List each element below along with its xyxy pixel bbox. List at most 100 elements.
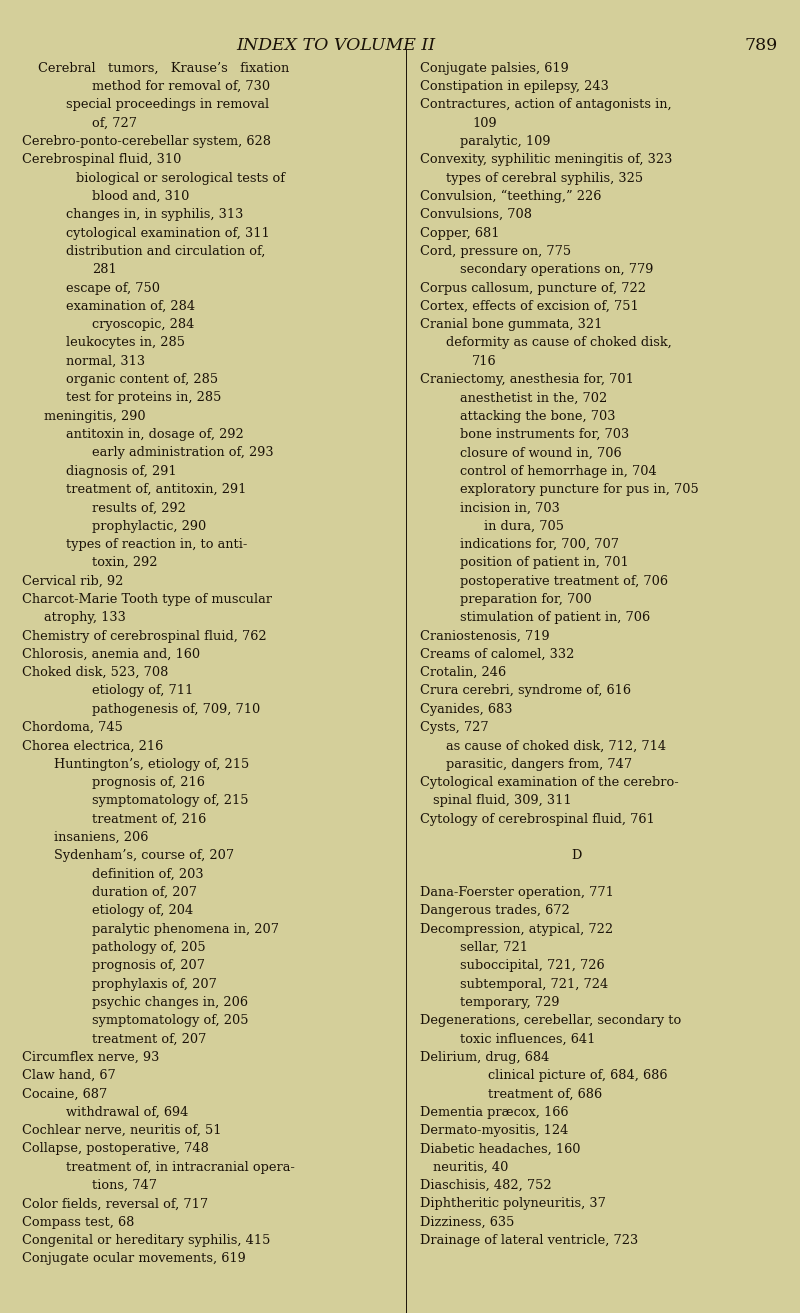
Text: treatment of, antitoxin, 291: treatment of, antitoxin, 291 (66, 483, 246, 496)
Text: cryoscopic, 284: cryoscopic, 284 (92, 318, 194, 331)
Text: Cytological examination of the cerebro-: Cytological examination of the cerebro- (420, 776, 678, 789)
Text: prophylactic, 290: prophylactic, 290 (92, 520, 206, 533)
Text: prognosis of, 207: prognosis of, 207 (92, 960, 205, 972)
Text: prophylaxis of, 207: prophylaxis of, 207 (92, 978, 217, 990)
Text: Chemistry of cerebrospinal fluid, 762: Chemistry of cerebrospinal fluid, 762 (22, 629, 267, 642)
Text: closure of wound in, 706: closure of wound in, 706 (460, 446, 622, 460)
Text: Degenerations, cerebellar, secondary to: Degenerations, cerebellar, secondary to (420, 1014, 682, 1027)
Text: symptomatology of, 205: symptomatology of, 205 (92, 1014, 249, 1027)
Text: method for removal of, 730: method for removal of, 730 (92, 80, 270, 93)
Text: bone instruments for, 703: bone instruments for, 703 (460, 428, 630, 441)
Text: symptomatology of, 215: symptomatology of, 215 (92, 794, 249, 807)
Text: psychic changes in, 206: psychic changes in, 206 (92, 995, 248, 1008)
Text: Craniostenosis, 719: Craniostenosis, 719 (420, 629, 550, 642)
Text: Congenital or hereditary syphilis, 415: Congenital or hereditary syphilis, 415 (22, 1234, 270, 1247)
Text: normal, 313: normal, 313 (66, 355, 145, 368)
Text: Convulsion, “teething,” 226: Convulsion, “teething,” 226 (420, 190, 602, 204)
Text: Cochlear nerve, neuritis of, 51: Cochlear nerve, neuritis of, 51 (22, 1124, 222, 1137)
Text: Cocaine, 687: Cocaine, 687 (22, 1087, 108, 1100)
Text: Color fields, reversal of, 717: Color fields, reversal of, 717 (22, 1197, 209, 1211)
Text: Choked disk, 523, 708: Choked disk, 523, 708 (22, 666, 169, 679)
Text: preparation for, 700: preparation for, 700 (460, 593, 592, 605)
Text: pathology of, 205: pathology of, 205 (92, 941, 206, 955)
Text: clinical picture of, 684, 686: clinical picture of, 684, 686 (488, 1069, 667, 1082)
Text: atrophy, 133: atrophy, 133 (44, 612, 126, 624)
Text: neuritis, 40: neuritis, 40 (433, 1161, 508, 1174)
Text: changes in, in syphilis, 313: changes in, in syphilis, 313 (66, 209, 243, 222)
Text: Diphtheritic polyneuritis, 37: Diphtheritic polyneuritis, 37 (420, 1197, 606, 1211)
Text: subtemporal, 721, 724: subtemporal, 721, 724 (460, 978, 608, 990)
Text: 281: 281 (92, 263, 117, 276)
Text: Dermato-myositis, 124: Dermato-myositis, 124 (420, 1124, 568, 1137)
Text: Cyanides, 683: Cyanides, 683 (420, 702, 513, 716)
Text: cytological examination of, 311: cytological examination of, 311 (66, 227, 270, 239)
Text: etiology of, 204: etiology of, 204 (92, 905, 194, 918)
Text: insaniens, 206: insaniens, 206 (54, 831, 149, 844)
Text: Collapse, postoperative, 748: Collapse, postoperative, 748 (22, 1142, 210, 1155)
Text: distribution and circulation of,: distribution and circulation of, (66, 246, 265, 257)
Text: Cerebrospinal fluid, 310: Cerebrospinal fluid, 310 (22, 154, 182, 167)
Text: Dana-Foerster operation, 771: Dana-Foerster operation, 771 (420, 886, 614, 899)
Text: Claw hand, 67: Claw hand, 67 (22, 1069, 116, 1082)
Text: Cord, pressure on, 775: Cord, pressure on, 775 (420, 246, 571, 257)
Text: results of, 292: results of, 292 (92, 502, 186, 515)
Text: Diabetic headaches, 160: Diabetic headaches, 160 (420, 1142, 581, 1155)
Text: stimulation of patient in, 706: stimulation of patient in, 706 (460, 612, 650, 624)
Text: Charcot-Marie Tooth type of muscular: Charcot-Marie Tooth type of muscular (22, 593, 272, 605)
Text: secondary operations on, 779: secondary operations on, 779 (460, 263, 654, 276)
Text: Delirium, drug, 684: Delirium, drug, 684 (420, 1050, 550, 1064)
Text: meningitis, 290: meningitis, 290 (44, 410, 146, 423)
Text: Cysts, 727: Cysts, 727 (420, 721, 489, 734)
Text: treatment of, 686: treatment of, 686 (488, 1087, 602, 1100)
Text: organic content of, 285: organic content of, 285 (66, 373, 218, 386)
Text: Conjugate palsies, 619: Conjugate palsies, 619 (420, 62, 569, 75)
Text: definition of, 203: definition of, 203 (92, 868, 204, 881)
Text: etiology of, 711: etiology of, 711 (92, 684, 194, 697)
Text: examination of, 284: examination of, 284 (66, 299, 194, 312)
Text: types of cerebral syphilis, 325: types of cerebral syphilis, 325 (446, 172, 643, 185)
Text: indications for, 700, 707: indications for, 700, 707 (460, 538, 619, 551)
Text: Compass test, 68: Compass test, 68 (22, 1216, 134, 1229)
Text: biological or serological tests of: biological or serological tests of (76, 172, 285, 185)
Text: Cortex, effects of excision of, 751: Cortex, effects of excision of, 751 (420, 299, 638, 312)
Text: Huntington’s, etiology of, 215: Huntington’s, etiology of, 215 (54, 758, 250, 771)
Text: 789: 789 (744, 37, 778, 54)
Text: Cerebral   tumors,   Krause’s   fixation: Cerebral tumors, Krause’s fixation (38, 62, 290, 75)
Text: paralytic phenomena in, 207: paralytic phenomena in, 207 (92, 923, 279, 936)
Text: toxin, 292: toxin, 292 (92, 557, 158, 570)
Text: 716: 716 (472, 355, 497, 368)
Text: antitoxin in, dosage of, 292: antitoxin in, dosage of, 292 (66, 428, 243, 441)
Text: D: D (571, 850, 581, 863)
Text: sellar, 721: sellar, 721 (460, 941, 528, 955)
Text: Cranial bone gummata, 321: Cranial bone gummata, 321 (420, 318, 602, 331)
Text: Diaschisis, 482, 752: Diaschisis, 482, 752 (420, 1179, 552, 1192)
Text: Dangerous trades, 672: Dangerous trades, 672 (420, 905, 570, 918)
Text: types of reaction in, to anti-: types of reaction in, to anti- (66, 538, 247, 551)
Text: postoperative treatment of, 706: postoperative treatment of, 706 (460, 575, 668, 588)
Text: paralytic, 109: paralytic, 109 (460, 135, 550, 148)
Text: of, 727: of, 727 (92, 117, 137, 130)
Text: control of hemorrhage in, 704: control of hemorrhage in, 704 (460, 465, 657, 478)
Text: treatment of, 207: treatment of, 207 (92, 1032, 206, 1045)
Text: pathogenesis of, 709, 710: pathogenesis of, 709, 710 (92, 702, 260, 716)
Text: Craniectomy, anesthesia for, 701: Craniectomy, anesthesia for, 701 (420, 373, 634, 386)
Text: in dura, 705: in dura, 705 (484, 520, 564, 533)
Text: incision in, 703: incision in, 703 (460, 502, 560, 515)
Text: test for proteins in, 285: test for proteins in, 285 (66, 391, 221, 404)
Text: blood and, 310: blood and, 310 (92, 190, 190, 204)
Text: Chlorosis, anemia and, 160: Chlorosis, anemia and, 160 (22, 647, 201, 660)
Text: toxic influences, 641: toxic influences, 641 (460, 1032, 595, 1045)
Text: Circumflex nerve, 93: Circumflex nerve, 93 (22, 1050, 160, 1064)
Text: treatment of, in intracranial opera-: treatment of, in intracranial opera- (66, 1161, 294, 1174)
Text: spinal fluid, 309, 311: spinal fluid, 309, 311 (433, 794, 571, 807)
Text: prognosis of, 216: prognosis of, 216 (92, 776, 205, 789)
Text: diagnosis of, 291: diagnosis of, 291 (66, 465, 176, 478)
Text: Contractures, action of antagonists in,: Contractures, action of antagonists in, (420, 98, 672, 112)
Text: anesthetist in the, 702: anesthetist in the, 702 (460, 391, 607, 404)
Text: tions, 747: tions, 747 (92, 1179, 157, 1192)
Text: duration of, 207: duration of, 207 (92, 886, 197, 899)
Text: 109: 109 (472, 117, 497, 130)
Text: parasitic, dangers from, 747: parasitic, dangers from, 747 (446, 758, 633, 771)
Text: special proceedings in removal: special proceedings in removal (66, 98, 269, 112)
Text: escape of, 750: escape of, 750 (66, 281, 160, 294)
